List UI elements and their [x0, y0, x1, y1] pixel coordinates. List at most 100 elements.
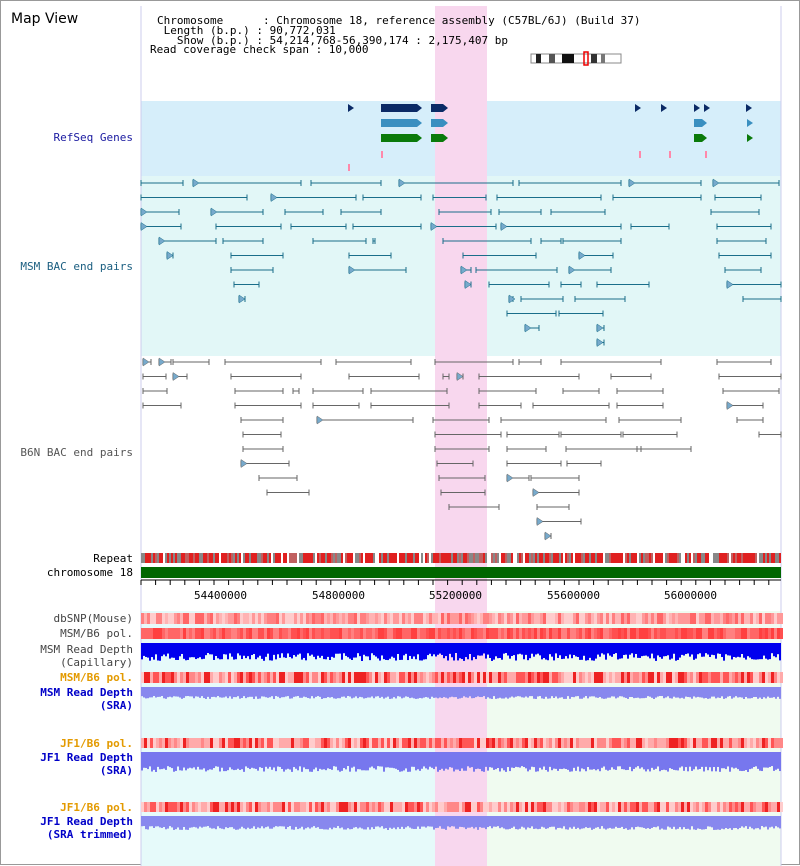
jf1-pol-cell: [549, 738, 552, 748]
jf1-depth-trim-bar: [639, 816, 641, 828]
jf1-depth-trim-bar: [627, 816, 629, 830]
track-label-refseq[interactable]: RefSeq Genes: [53, 131, 133, 144]
repeat-element: [265, 553, 267, 563]
msm-depth-sra-bar: [435, 687, 437, 698]
jf1-pol-cell: [174, 738, 177, 748]
repeat-element: [617, 553, 619, 563]
msm-depth-sra-bar: [691, 687, 693, 699]
axis-tick-label: 55600000: [547, 589, 600, 602]
msm-depth-sra-bar: [225, 687, 227, 697]
jf1-pol-cell: [438, 738, 441, 748]
refseq-gene-arrow: [443, 119, 448, 127]
msm-depth-capillary-bar: [431, 643, 433, 657]
msm-pol-sra-cell: [678, 672, 681, 683]
jf1-pol-trim-cell: [780, 802, 783, 812]
msm-depth-capillary-bar: [607, 643, 609, 654]
jf1-pol-trim-cell: [552, 802, 555, 812]
jf1-pol-cell: [360, 738, 363, 748]
msm-depth-capillary-bar: [597, 643, 599, 655]
msm-pol-cell: [291, 628, 294, 639]
jf1-depth-sra-bar: [765, 752, 767, 768]
jf1-pol-trim-cell: [537, 802, 540, 812]
msm-pol-sra-cell: [177, 672, 180, 683]
msm-pol-sra-cell: [477, 672, 480, 683]
jf1-depth-sra-bar: [727, 752, 729, 767]
track-label-msm-bac[interactable]: MSM BAC end pairs: [20, 260, 133, 273]
msm-pol-sra-cell: [681, 672, 684, 683]
jf1-depth-trim-bar: [189, 816, 191, 828]
jf1-depth-trim-bar: [213, 816, 215, 829]
jf1-depth-trim-bar: [287, 816, 289, 828]
dbsnp-cell: [345, 613, 348, 624]
repeat-element: [319, 553, 321, 563]
msm-depth-capillary-bar: [153, 643, 155, 660]
jf1-depth-trim-bar: [497, 816, 499, 827]
dbsnp-cell: [573, 613, 576, 624]
msm-pol-cell: [444, 628, 447, 639]
track-label-msm-depth-cap: MSM Read Depth: [40, 643, 133, 656]
jf1-depth-sra-bar: [759, 752, 761, 771]
dbsnp-cell: [681, 613, 684, 624]
track-label-b6n-bac[interactable]: B6N BAC end pairs: [20, 446, 133, 459]
jf1-depth-trim-bar: [687, 816, 689, 829]
msm-depth-sra-bar: [431, 687, 433, 697]
msm-depth-capillary-bar: [169, 643, 171, 659]
jf1-depth-sra-bar: [751, 752, 753, 769]
msm-depth-sra-bar: [173, 687, 175, 697]
msm-depth-capillary-bar: [341, 643, 343, 660]
repeat-element: [499, 553, 501, 563]
jf1-pol-trim-cell: [357, 802, 360, 812]
jf1-pol-trim-cell: [639, 802, 642, 812]
ideogram-band: [536, 54, 541, 63]
jf1-pol-cell: [156, 738, 159, 748]
repeat-element: [199, 553, 201, 563]
repeat-element: [275, 553, 277, 563]
repeat-element: [719, 553, 721, 563]
jf1-depth-trim-bar: [549, 816, 551, 828]
jf1-depth-trim-bar: [305, 816, 307, 829]
track-label-jf1-depth-sra: JF1 Read Depth: [40, 751, 133, 764]
dbsnp-cell: [168, 613, 171, 624]
jf1-depth-trim-bar: [653, 816, 655, 827]
track-label-dbsnp: dbSNP(Mouse): [53, 612, 133, 625]
jf1-depth-trim-bar: [439, 816, 441, 827]
repeat-element: [303, 553, 305, 563]
repeat-element: [447, 553, 449, 563]
repeat-element: [401, 553, 403, 563]
jf1-depth-trim-bar: [621, 816, 623, 827]
msm-pol-sra-cell: [240, 672, 243, 683]
msm-depth-capillary-bar: [689, 643, 691, 657]
msm-pol-cell: [510, 628, 513, 639]
msm-pol-cell: [363, 628, 366, 639]
jf1-depth-trim-bar: [513, 816, 515, 827]
msm-depth-capillary-bar: [605, 643, 607, 660]
jf1-pol-trim-cell: [198, 802, 201, 812]
msm-pol-cell: [390, 628, 393, 639]
dbsnp-cell: [756, 613, 759, 624]
msm-pol-cell: [651, 628, 654, 639]
jf1-pol-cell: [456, 738, 459, 748]
jf1-depth-sra-bar: [259, 752, 261, 768]
jf1-depth-sra-bar: [465, 752, 467, 771]
msm-depth-sra-bar: [243, 687, 245, 697]
refseq-gene-arrow: [417, 119, 422, 127]
repeat-element: [389, 553, 391, 563]
jf1-depth-sra-bar: [571, 752, 573, 772]
repeat-element: [161, 553, 163, 563]
repeat-element: [441, 553, 443, 563]
repeat-element: [503, 553, 505, 563]
jf1-depth-sra-bar: [309, 752, 311, 772]
jf1-depth-trim-bar: [747, 816, 749, 829]
jf1-pol-trim-cell: [591, 802, 594, 812]
msm-pol-cell: [699, 628, 702, 639]
msm-pol-cell: [177, 628, 180, 639]
msm-pol-cell: [684, 628, 687, 639]
jf1-depth-sra-bar: [291, 752, 293, 772]
jf1-depth-sra-bar: [343, 752, 345, 769]
msm-depth-sra-bar: [481, 687, 483, 698]
repeat-element: [671, 553, 673, 563]
repeat-element: [663, 553, 665, 563]
jf1-depth-sra-bar: [755, 752, 757, 767]
jf1-depth-trim-bar: [183, 816, 185, 827]
